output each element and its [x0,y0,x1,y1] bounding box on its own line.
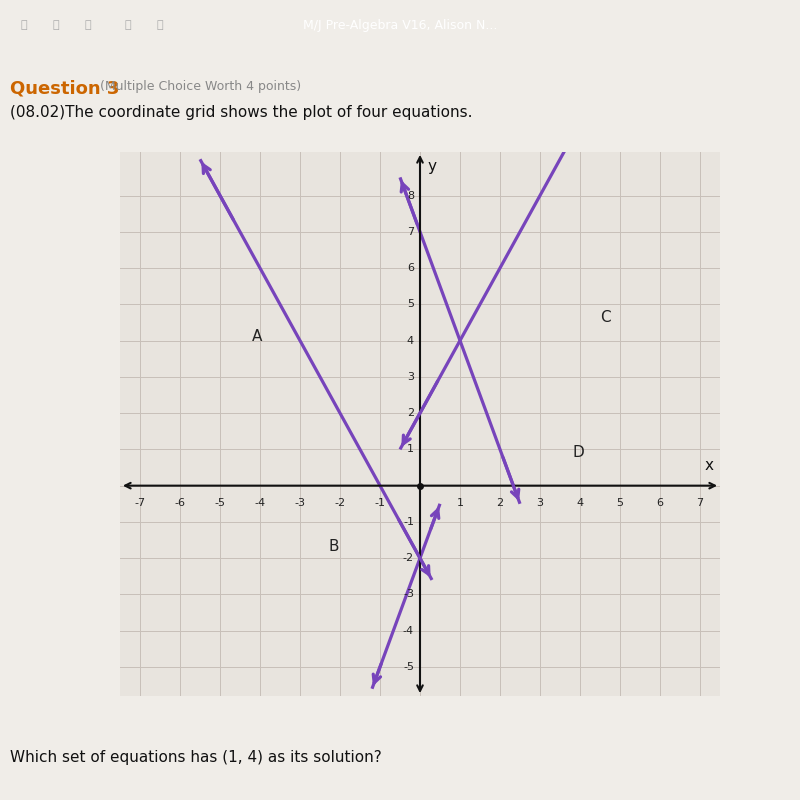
Text: ⬜: ⬜ [21,20,27,30]
Text: 2: 2 [407,408,414,418]
Text: ⬜: ⬜ [125,20,131,30]
Text: ⬜: ⬜ [53,20,59,30]
Text: C: C [600,310,610,326]
Text: 1: 1 [407,444,414,454]
Text: -1: -1 [403,517,414,527]
Text: -2: -2 [334,498,346,508]
Text: Which set of equations has (1, 4) as its solution?: Which set of equations has (1, 4) as its… [10,750,382,765]
Text: B: B [328,539,338,554]
Text: -5: -5 [214,498,226,508]
Text: -7: -7 [134,498,146,508]
Text: 8: 8 [407,190,414,201]
Text: M/J Pre-Algebra V16, Alison N...: M/J Pre-Algebra V16, Alison N... [303,18,497,32]
Text: D: D [572,445,584,460]
Text: (Multiple Choice Worth 4 points): (Multiple Choice Worth 4 points) [100,80,301,93]
Text: -5: -5 [403,662,414,672]
Text: 7: 7 [697,498,703,508]
Text: 6: 6 [407,263,414,273]
Text: -6: -6 [174,498,186,508]
Text: Question 3: Question 3 [10,80,119,98]
Text: 7: 7 [407,226,414,237]
Text: 5: 5 [407,299,414,310]
Text: 4: 4 [577,498,583,508]
Text: -4: -4 [403,626,414,636]
Text: 5: 5 [617,498,623,508]
Text: 4: 4 [407,335,414,346]
Text: 3: 3 [537,498,543,508]
Text: ⬜: ⬜ [157,20,163,30]
Text: -3: -3 [294,498,306,508]
Text: y: y [428,159,437,174]
Text: 6: 6 [657,498,663,508]
Text: x: x [705,458,714,473]
Text: -1: -1 [374,498,386,508]
Text: ⬜: ⬜ [85,20,91,30]
Text: (08.02)The coordinate grid shows the plot of four equations.: (08.02)The coordinate grid shows the plo… [10,105,473,120]
Text: -4: -4 [254,498,266,508]
Text: 2: 2 [497,498,503,508]
Text: A: A [252,329,262,343]
Text: 1: 1 [457,498,463,508]
Text: -2: -2 [403,553,414,563]
Text: 3: 3 [407,372,414,382]
Text: -3: -3 [403,590,414,599]
